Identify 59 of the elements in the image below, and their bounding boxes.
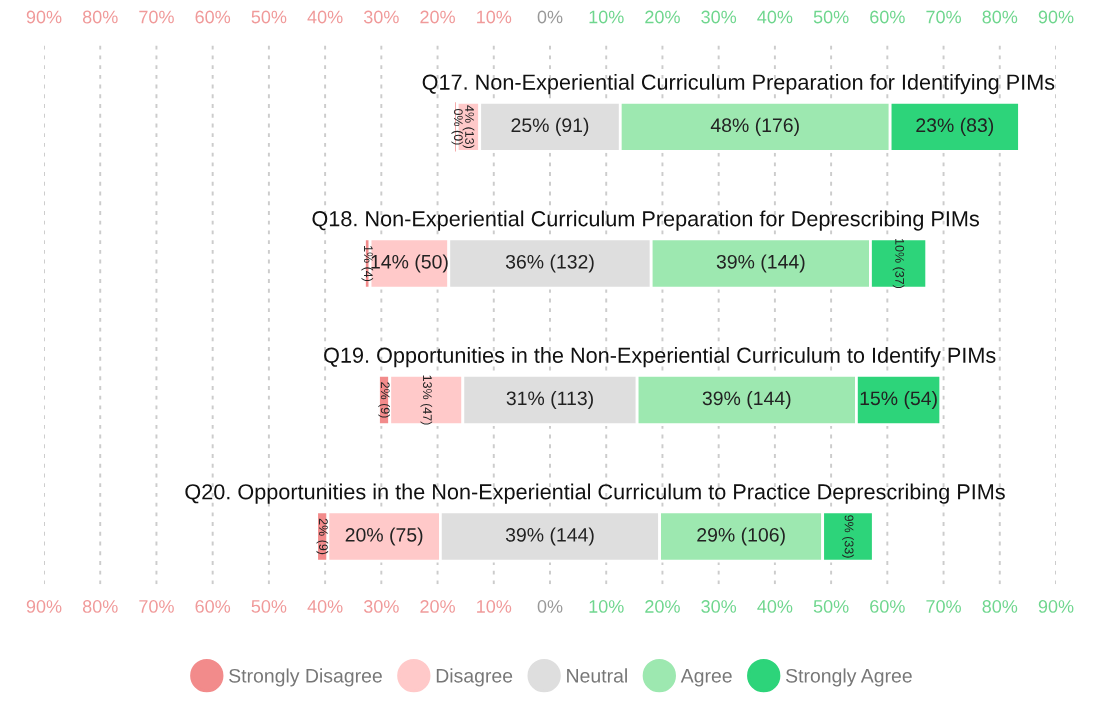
x-tick-label: 10% [477,600,512,613]
text: 80% [982,10,1018,24]
text: 60% [195,10,231,24]
text: 10% [589,10,624,24]
legend-label: Strongly Disagree [229,668,382,687]
text: 20% [420,10,455,24]
x-tick-label: 30% [363,600,399,613]
text: 60% [870,10,905,24]
text: 90% [1038,10,1074,24]
data-label: 14% (50) [371,254,448,273]
text: 0% [537,10,563,24]
text: 20% [645,10,680,24]
x-tick-label: 90% [26,600,62,613]
text: 40% [757,10,793,24]
x-tick-label: 50% [813,600,849,613]
x-tick-label: 60% [870,600,905,613]
data-label: 39% (144) [716,254,805,273]
x-tick-label: 40% [307,600,343,613]
data-label: 39% (144) [702,390,791,410]
x-tick-label: 50% [251,600,287,613]
x-tick-label: 20% [420,600,455,613]
data-label: 20% (75) [345,527,423,546]
x-tick-label: 80% [82,600,118,613]
data-label: 39% (144) [505,527,594,546]
data-label: 25% (91) [511,117,589,136]
legend-label: Strongly Agree [785,668,912,687]
text: 50% [251,10,287,24]
x-tick-label: 0% [537,600,563,613]
data-label: 29% (106) [697,527,785,546]
x-tick-label: 80% [982,600,1018,613]
text: 10% [477,10,512,24]
data-label: 15% (54) [860,390,937,410]
text: 70% [926,10,961,24]
legend-label: Agree [680,669,732,687]
y-tick-label: Q17. Non-Experiential Curriculum Preparation for Identifying PIMs [422,73,1055,95]
x-tick-label: 90% [1038,600,1074,613]
y-tick-label: Q18. Non-Experiential Curriculum Preparation for Deprescribing PIMs [312,210,979,231]
y-tick-label: Q19. Opportunities in the Non-Experiential Curriculum to Identify PIMs [324,347,996,368]
text: 30% [363,10,399,24]
text: 70% [139,10,174,24]
x-tick-label: 60% [195,600,231,613]
x-tick-label: 40% [757,600,793,613]
text: 80% [82,10,118,24]
y-tick-label: Q20. Opportunities in the Non-Experiential Curriculum to Practice Deprescribing PIMs [185,483,1005,504]
x-tick-label: 70% [926,600,961,613]
x-tick-label: 20% [645,600,680,613]
data-label: 48% (176) [710,117,799,136]
x-tick-label: 30% [701,600,737,613]
text: 90% [26,10,62,24]
text: 40% [307,10,343,24]
x-tick-label: 10% [589,600,624,613]
data-label: 23% (83) [916,117,994,136]
data-label: 31% (113) [506,390,593,410]
legend-label: Neutral [567,668,627,683]
text: 30% [701,10,737,24]
x-tick-label: 70% [139,600,174,613]
data-label: 36% (132) [505,254,594,273]
legend-label: Disagree [436,668,513,687]
text: 50% [813,10,849,24]
